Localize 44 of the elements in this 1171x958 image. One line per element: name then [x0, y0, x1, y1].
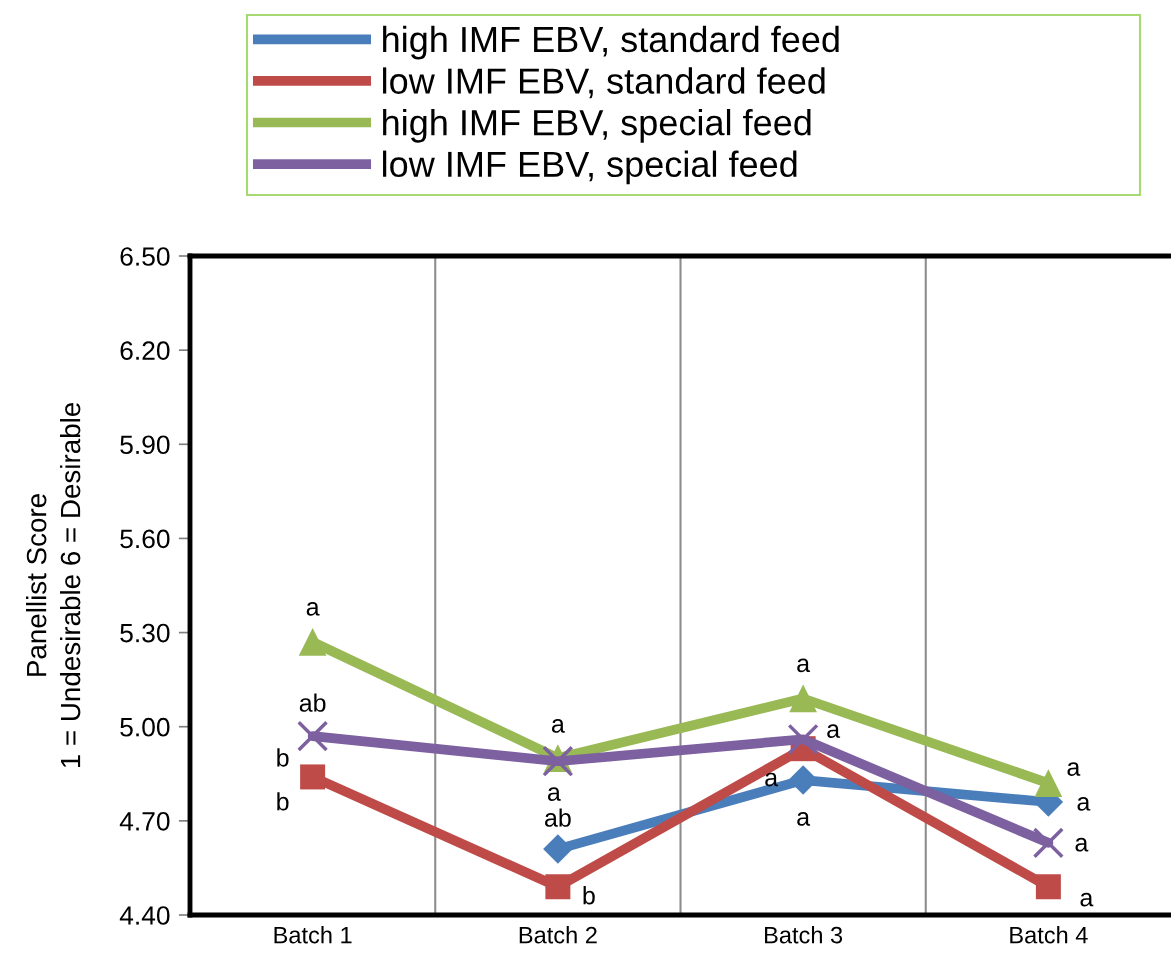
x-tick-label: Batch 4 [1010, 926, 1088, 944]
annotation: a [1080, 892, 1094, 907]
y-tick-label: 5.90 [120, 435, 170, 455]
annotation: a [547, 787, 561, 801]
annotation: a [1077, 797, 1091, 811]
y-tick-label: 6.20 [120, 341, 170, 360]
point [300, 764, 326, 790]
annotation: a [1075, 837, 1089, 852]
y-tick-label: 5.30 [120, 623, 170, 643]
annotation: a [797, 812, 811, 826]
annotation: a [827, 724, 841, 738]
x-tick-label: Batch 2 [519, 926, 597, 944]
y-tick-label: 4.70 [119, 811, 170, 831]
legend-label: low IMF EBV, standard feed [383, 67, 825, 99]
point [297, 720, 329, 752]
annotation: a [765, 772, 779, 787]
point [1035, 874, 1061, 900]
point [298, 628, 327, 656]
annotation: b [277, 748, 289, 767]
legend-label: high IMF EBV, standard feed [383, 25, 839, 60]
y-tick-label: 4.40 [119, 906, 170, 925]
y-tick-label: 5.00 [120, 717, 170, 737]
legend-label: low IMF EBV, special feed [383, 150, 797, 185]
y-axis-title: Panellist Score 1 = Undesirable 6 = Desirable [26, 402, 81, 768]
annotation: ab [299, 693, 326, 712]
point [787, 723, 819, 755]
annotation: a [551, 719, 565, 733]
point [545, 874, 571, 900]
point [1034, 769, 1063, 798]
y-tick-label: 5.60 [120, 529, 170, 549]
y-tick-label: 6.50 [120, 247, 170, 266]
annotation: b [583, 886, 595, 905]
point [789, 684, 818, 713]
annotation: a [306, 602, 320, 616]
x-tick-label: Batch 3 [765, 926, 843, 944]
annotation: a [797, 658, 811, 673]
point [788, 765, 818, 795]
annotation: ab [545, 808, 571, 827]
x-tick-label: Batch 1 [274, 926, 352, 944]
legend-label: high IMF EBV, special feed [383, 108, 811, 143]
annotation: a [1067, 762, 1081, 776]
point [543, 834, 573, 864]
annotation: b [277, 792, 289, 811]
point [1032, 827, 1064, 859]
